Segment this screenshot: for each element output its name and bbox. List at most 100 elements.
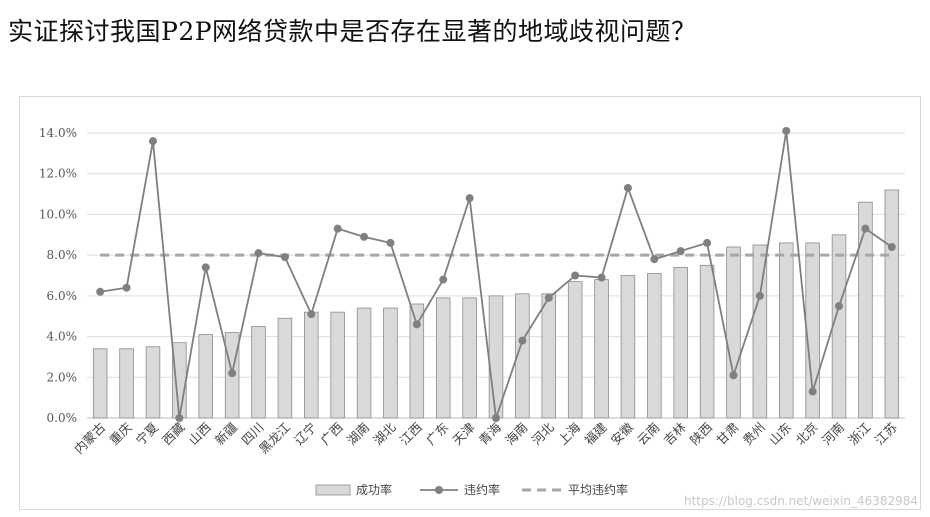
point-甘肃 bbox=[729, 371, 738, 380]
bar-上海 bbox=[567, 281, 583, 419]
point-河南 bbox=[835, 302, 844, 311]
x-tick-label: 宁夏 bbox=[133, 419, 162, 448]
y-tick-label: 4.0% bbox=[47, 330, 78, 344]
point-陕西 bbox=[703, 238, 712, 247]
y-tick-label: 6.0% bbox=[47, 289, 78, 303]
bar-贵州 bbox=[752, 244, 768, 419]
x-tick-label: 山西 bbox=[186, 420, 214, 448]
point-西藏 bbox=[175, 414, 184, 422]
bar-山东 bbox=[778, 242, 794, 419]
y-tick-label: 2.0% bbox=[47, 370, 78, 384]
x-tick-label: 海南 bbox=[502, 420, 530, 448]
x-tick-labels: 内蒙古重庆宁夏西藏山西新疆四川黑龙江辽宁广西湖南湖北江西广东天津青海海南河北上海… bbox=[71, 419, 900, 456]
point-安徽 bbox=[623, 183, 632, 192]
y-tick-label: 12.0% bbox=[39, 167, 77, 181]
x-tick-label: 青海 bbox=[476, 419, 505, 448]
point-北京 bbox=[808, 387, 817, 396]
bar-内蒙古 bbox=[92, 348, 108, 419]
point-广西 bbox=[333, 224, 342, 233]
point-黑龙江 bbox=[280, 253, 289, 262]
chart-svg: 0.0% 2.0% 4.0% 6.0% 8.0% 10.0% 12.0% 14.0% 内蒙古重… bbox=[39, 126, 918, 508]
y-tick-label: 10.0% bbox=[39, 207, 77, 221]
watermark: https://blog.csdn.net/weixin_46382984 bbox=[684, 494, 918, 508]
x-tick-label: 内蒙古 bbox=[71, 420, 108, 457]
point-吉林 bbox=[676, 247, 685, 256]
bar-青海 bbox=[488, 295, 504, 419]
point-云南 bbox=[650, 255, 659, 264]
x-tick-label: 上海 bbox=[555, 419, 584, 448]
bar-浙江 bbox=[858, 201, 873, 419]
bar-河北 bbox=[541, 293, 557, 419]
bar-四川 bbox=[251, 325, 266, 419]
bar-天津 bbox=[462, 297, 477, 419]
point-湖南 bbox=[360, 232, 369, 241]
x-tick-label: 广西 bbox=[318, 420, 346, 448]
point-河北 bbox=[544, 293, 553, 302]
legend-label: 成功率 bbox=[356, 482, 392, 497]
bar-广西 bbox=[330, 311, 345, 419]
point-福建 bbox=[597, 273, 606, 282]
point-重庆 bbox=[122, 283, 131, 292]
bar-江西 bbox=[409, 303, 425, 419]
point-广东 bbox=[439, 275, 448, 284]
point-江苏 bbox=[887, 243, 896, 251]
legend-item-average-rate: 平均违约率 bbox=[522, 482, 628, 497]
bar-宁夏 bbox=[145, 346, 161, 419]
x-tick-label: 福建 bbox=[581, 419, 610, 448]
legend-label: 平均违约率 bbox=[568, 482, 628, 497]
bar-山西 bbox=[198, 334, 214, 419]
legend-item-success-rate: 成功率 bbox=[315, 482, 392, 497]
legend-label: 违约率 bbox=[464, 482, 500, 497]
point-青海 bbox=[492, 414, 500, 422]
x-tick-label: 河南 bbox=[819, 420, 847, 448]
bar-吉林 bbox=[673, 266, 688, 419]
x-tick-label: 陕西 bbox=[687, 420, 715, 448]
x-tick-label: 天津 bbox=[449, 420, 477, 448]
x-tick-label: 吉林 bbox=[661, 419, 690, 448]
point-上海 bbox=[571, 271, 580, 280]
y-tick-labels: 0.0% 2.0% 4.0% 6.0% 8.0% 10.0% 12.0% 14.0% bbox=[39, 126, 77, 425]
legend-swatch-bar bbox=[315, 484, 351, 496]
x-tick-label: 河北 bbox=[529, 419, 558, 448]
x-tick-label: 浙江 bbox=[845, 420, 873, 448]
point-新疆 bbox=[228, 369, 237, 378]
point-海南 bbox=[518, 336, 527, 345]
page-heading: 实证探讨我国P2P网络贷款中是否存在显著的地域歧视问题？ bbox=[8, 17, 697, 46]
x-tick-label: 西藏 bbox=[159, 419, 188, 448]
point-辽宁 bbox=[307, 310, 316, 319]
chart-frame: 0.0% 2.0% 4.0% 6.0% 8.0% 10.0% 12.0% 14.0% 内蒙古重… bbox=[19, 96, 921, 510]
bar-陕西 bbox=[699, 264, 715, 419]
x-tick-label: 山东 bbox=[766, 420, 794, 448]
bar-海南 bbox=[515, 293, 530, 419]
point-浙江 bbox=[861, 224, 870, 233]
x-tick-label: 重庆 bbox=[106, 419, 135, 448]
legend-swatch-marker bbox=[435, 486, 443, 494]
bar-黑龙江 bbox=[277, 317, 293, 419]
legend: 成功率 违约率 平均违约率 bbox=[315, 482, 628, 497]
legend-item-default-rate: 违约率 bbox=[420, 482, 500, 497]
point-宁夏 bbox=[148, 137, 157, 146]
bar-江苏 bbox=[884, 189, 900, 419]
x-tick-label: 新疆 bbox=[212, 420, 240, 448]
point-贵州 bbox=[755, 291, 764, 300]
x-tick-label: 北京 bbox=[792, 420, 820, 448]
bar-重庆 bbox=[119, 348, 134, 419]
bars bbox=[92, 189, 900, 419]
bar-甘肃 bbox=[726, 246, 741, 419]
bar-广东 bbox=[435, 297, 451, 419]
point-湖北 bbox=[386, 238, 395, 247]
bar-湖南 bbox=[356, 307, 372, 419]
y-tick-label: 14.0% bbox=[39, 126, 77, 140]
point-内蒙古 bbox=[96, 287, 105, 296]
bar-西藏 bbox=[172, 342, 187, 419]
bar-安徽 bbox=[620, 275, 636, 419]
point-四川 bbox=[254, 249, 263, 258]
x-tick-label: 甘肃 bbox=[713, 420, 741, 448]
x-tick-label: 云南 bbox=[634, 420, 662, 448]
bar-湖北 bbox=[383, 307, 398, 419]
x-tick-label: 广东 bbox=[423, 420, 451, 448]
x-tick-label: 辽宁 bbox=[291, 420, 319, 448]
x-tick-label: 江西 bbox=[397, 420, 425, 448]
x-tick-label: 湖南 bbox=[344, 420, 372, 448]
point-山东 bbox=[782, 126, 791, 135]
